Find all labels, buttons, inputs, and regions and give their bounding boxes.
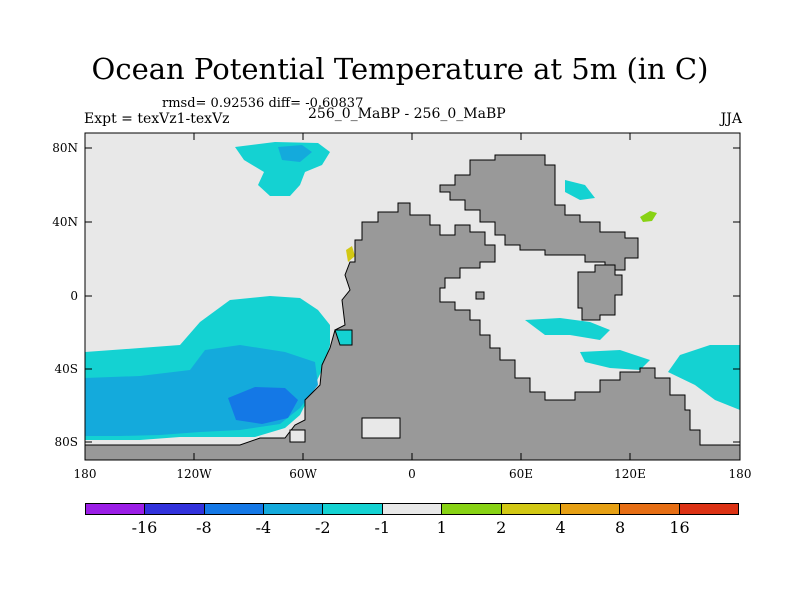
land-mass-eastern [577,264,623,321]
colorbar [85,503,739,515]
lon-label: 60W [289,467,317,481]
anomaly-patch-north-atlantic-core [278,145,312,162]
season-label: JJA [720,111,742,127]
lon-label: 180 [73,467,97,481]
colorbar-swatch [323,504,383,514]
colorbar-swatch [86,504,146,514]
lat-label: 0 [70,289,78,303]
colorbar-swatch [501,504,561,514]
inland-basin-small [334,329,353,346]
lon-label: 120E [614,467,646,481]
colorbar-label: 8 [614,518,626,537]
colorbar-swatch [382,504,443,514]
lat-label: 80S [54,435,79,449]
anomaly-patch-warm-pacific [640,211,657,222]
lat-label: 80N [52,141,78,155]
anomaly-patch-warm-atlantic [346,246,355,262]
experiment-label: Expt = texVz1-texVz [84,111,230,127]
run-label: 256_0_MaBP - 256_0_MaBP [308,106,506,122]
lon-label: 120W [176,467,212,481]
anomaly-patch-indian-ocean [525,318,610,340]
colorbar-swatch [264,504,324,514]
lon-label: 0 [408,467,416,481]
colorbar-label: 1 [436,518,447,537]
anomaly-patch-arctic-east [565,180,595,200]
colorbar-label: -8 [196,518,212,537]
land-island [475,291,485,300]
anomaly-patch-southern-ocean-east [668,345,740,410]
colorbar-label: -4 [255,518,272,537]
anomaly-patch-southern-ocean-mid [580,350,650,370]
inland-basin [361,417,401,439]
chart-title: Ocean Potential Temperature at 5m (in C) [91,52,709,86]
lat-label: 40N [52,215,78,229]
coastal-gap-ocean [289,429,306,443]
colorbar-swatch [560,504,621,514]
colorbar-swatch [204,504,265,514]
colorbar-label: -16 [131,518,158,537]
lon-label: 180 [728,467,752,481]
colorbar-label: 16 [669,518,690,537]
anomaly-patch-south-pacific-core [228,387,298,424]
colorbar-label: -1 [374,518,391,537]
colorbar-swatch [679,504,738,514]
lon-label: 60E [508,467,534,481]
colorbar-swatch [620,504,680,514]
colorbar-swatch [145,504,205,514]
stats-label: rmsd= 0.92536 diff= -0.60837 [162,96,364,111]
colorbar-label: 2 [496,518,507,537]
colorbar-label: 4 [555,518,566,537]
land-mass-eurasia [439,154,639,271]
lat-label: 40S [54,362,79,376]
land-mass-western [84,202,741,461]
colorbar-swatch [442,504,502,514]
colorbar-label: -2 [315,518,331,537]
